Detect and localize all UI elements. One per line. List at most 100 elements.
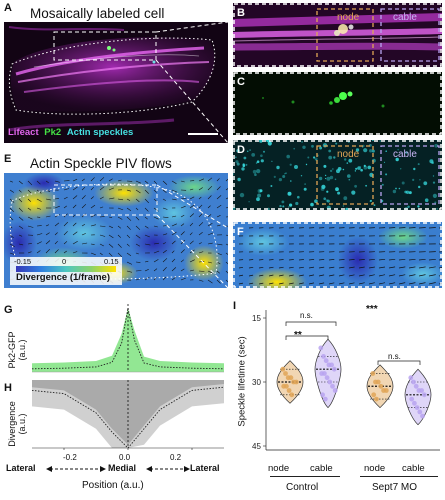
panel-e-title: Actin Speckle PIV flows — [30, 156, 172, 171]
panel-f-image: F — [233, 222, 442, 288]
sig-bracket-sept7 — [377, 360, 421, 365]
panel-g-ylabel-2: (a.u.) — [17, 339, 27, 361]
panel-g-ylabel: Pk2-GFP (a.u.) — [5, 318, 27, 378]
violin-point-3-0 — [408, 375, 414, 381]
violin-point-3-8 — [414, 405, 420, 410]
violin-point-1-1 — [321, 354, 326, 359]
violin-point-2-0 — [370, 371, 376, 376]
profile-charts — [31, 304, 225, 450]
sig-ns-sept7: n.s. — [388, 352, 401, 361]
panel-h-ylabel-1: Divergence — [7, 401, 17, 447]
panel-d-cable-label: cable — [393, 149, 417, 160]
colorbar-mid: 0 — [62, 257, 67, 266]
violin-point-3-4 — [419, 388, 424, 393]
panel-b-image: B node cable — [233, 3, 442, 67]
violin-point-2-3 — [378, 383, 384, 389]
panel-f-label: F — [237, 226, 244, 238]
panel-b-cable-label: cable — [393, 12, 417, 23]
violin-point-2-5 — [383, 388, 389, 393]
panel-c-label: C — [237, 76, 245, 88]
violin-point-3-10 — [420, 413, 425, 419]
violin-point-3-7 — [412, 400, 417, 406]
legend-pk2: Pk2 — [44, 127, 62, 138]
violin-point-0-7 — [284, 383, 289, 389]
colorbar-max: 0.15 — [104, 257, 119, 266]
violin-point-0-3 — [288, 375, 294, 381]
violin-point-0-9 — [289, 392, 295, 398]
panel-b-label: B — [237, 7, 245, 19]
sig-triple-star: *** — [366, 304, 378, 315]
panel-d-node-label: node — [337, 149, 360, 160]
actin-speckles-crop — [233, 140, 442, 210]
h-xlabel: Position (a.u.) — [82, 480, 144, 491]
h-xtick-2: 0.2 — [170, 453, 182, 462]
axis-right-lateral: Lateral — [190, 463, 220, 473]
panel-h-ylabel-2: (a.u.) — [17, 413, 27, 435]
legend-speckles: Actin speckles — [66, 127, 134, 138]
i-ytick-1: 30 — [252, 378, 261, 387]
violin-point-0-1 — [283, 371, 288, 376]
violin-point-3-9 — [417, 409, 423, 415]
panel-a-image: Lifeact Pk2 Actin speckles — [4, 22, 228, 143]
violin-point-1-2 — [323, 358, 329, 364]
sig-double-star: ** — [294, 330, 302, 341]
violin-point-3-5 — [421, 392, 427, 398]
violin-point-1-7 — [322, 371, 327, 376]
colorbar-box: -0.15 0 0.15 Divergence (1/frame) — [10, 257, 122, 285]
condition-control: Control — [286, 482, 319, 493]
panel-d-image: D node cable — [233, 140, 442, 210]
panel-e-image: -0.15 0 0.15 Divergence (1/frame) — [4, 173, 228, 288]
i-ytick-0: 15 — [252, 314, 261, 323]
violin-point-3-2 — [413, 383, 419, 389]
violin-point-1-0 — [318, 345, 324, 351]
panel-e-label: E — [4, 153, 12, 165]
i-group-2: node — [364, 463, 386, 474]
pk2-profile-plot — [31, 304, 225, 373]
sig-bracket-ns-top — [285, 321, 337, 326]
panel-h-label: H — [4, 382, 12, 394]
panel-i-label: I — [233, 300, 237, 312]
pk2-mean-line — [31, 307, 225, 370]
panel-c-image: C — [233, 72, 442, 135]
colorbar-min: -0.15 — [14, 257, 32, 266]
i-ytick-2: 45 — [252, 442, 261, 451]
h-xtick-0: -0.2 — [63, 453, 77, 462]
violin-point-1-13 — [322, 396, 328, 402]
panel-i-ylabel-text: Speckle lifetime (sec) — [236, 336, 248, 427]
violin-point-1-4 — [329, 362, 334, 368]
violin-point-0-8 — [286, 388, 292, 393]
violin-point-1-9 — [327, 379, 333, 385]
legend-lifeact: Lifeact — [8, 127, 39, 138]
i-group-1: cable — [310, 463, 333, 474]
violin-point-1-11 — [332, 388, 338, 393]
pk2-crop — [233, 72, 442, 135]
speckle-lifetime-violin: 15 30 45 — [252, 310, 440, 451]
violin-1 — [314, 338, 342, 409]
condition-sept7: Sept7 MO — [372, 482, 418, 493]
sig-bracket-control — [285, 335, 329, 340]
panel-b-node-label: node — [337, 12, 360, 23]
violin-point-1-12 — [320, 392, 325, 398]
panel-i-ylabel: Speckle lifetime (sec) — [234, 318, 250, 448]
i-group-0: node — [268, 463, 290, 474]
violin-point-3-1 — [411, 379, 416, 385]
panel-h-ylabel: Divergence (a.u.) — [5, 392, 27, 452]
violin-point-2-2 — [375, 379, 381, 385]
violin-point-0-0 — [280, 366, 286, 372]
violin-point-2-6 — [371, 392, 377, 398]
panel-a-title: Mosaically labeled cell — [30, 6, 165, 21]
mosaic-cell-image — [8, 22, 228, 143]
control-bracket — [270, 476, 340, 477]
violin-point-1-5 — [331, 366, 337, 372]
sig-ns-top: n.s. — [300, 311, 313, 320]
panel-a-label: A — [4, 2, 12, 14]
colorbar-gradient — [16, 266, 116, 272]
violin-point-1-10 — [330, 383, 335, 389]
panel-g-ylabel-1: Pk2-GFP — [7, 331, 17, 369]
violin-point-0-5 — [293, 379, 299, 385]
axis-arrows — [46, 466, 190, 472]
panel-g-label: G — [4, 304, 13, 316]
axis-left-lateral: Lateral — [6, 463, 36, 473]
sept7-bracket — [360, 476, 438, 477]
violin-point-2-7 — [374, 396, 379, 402]
